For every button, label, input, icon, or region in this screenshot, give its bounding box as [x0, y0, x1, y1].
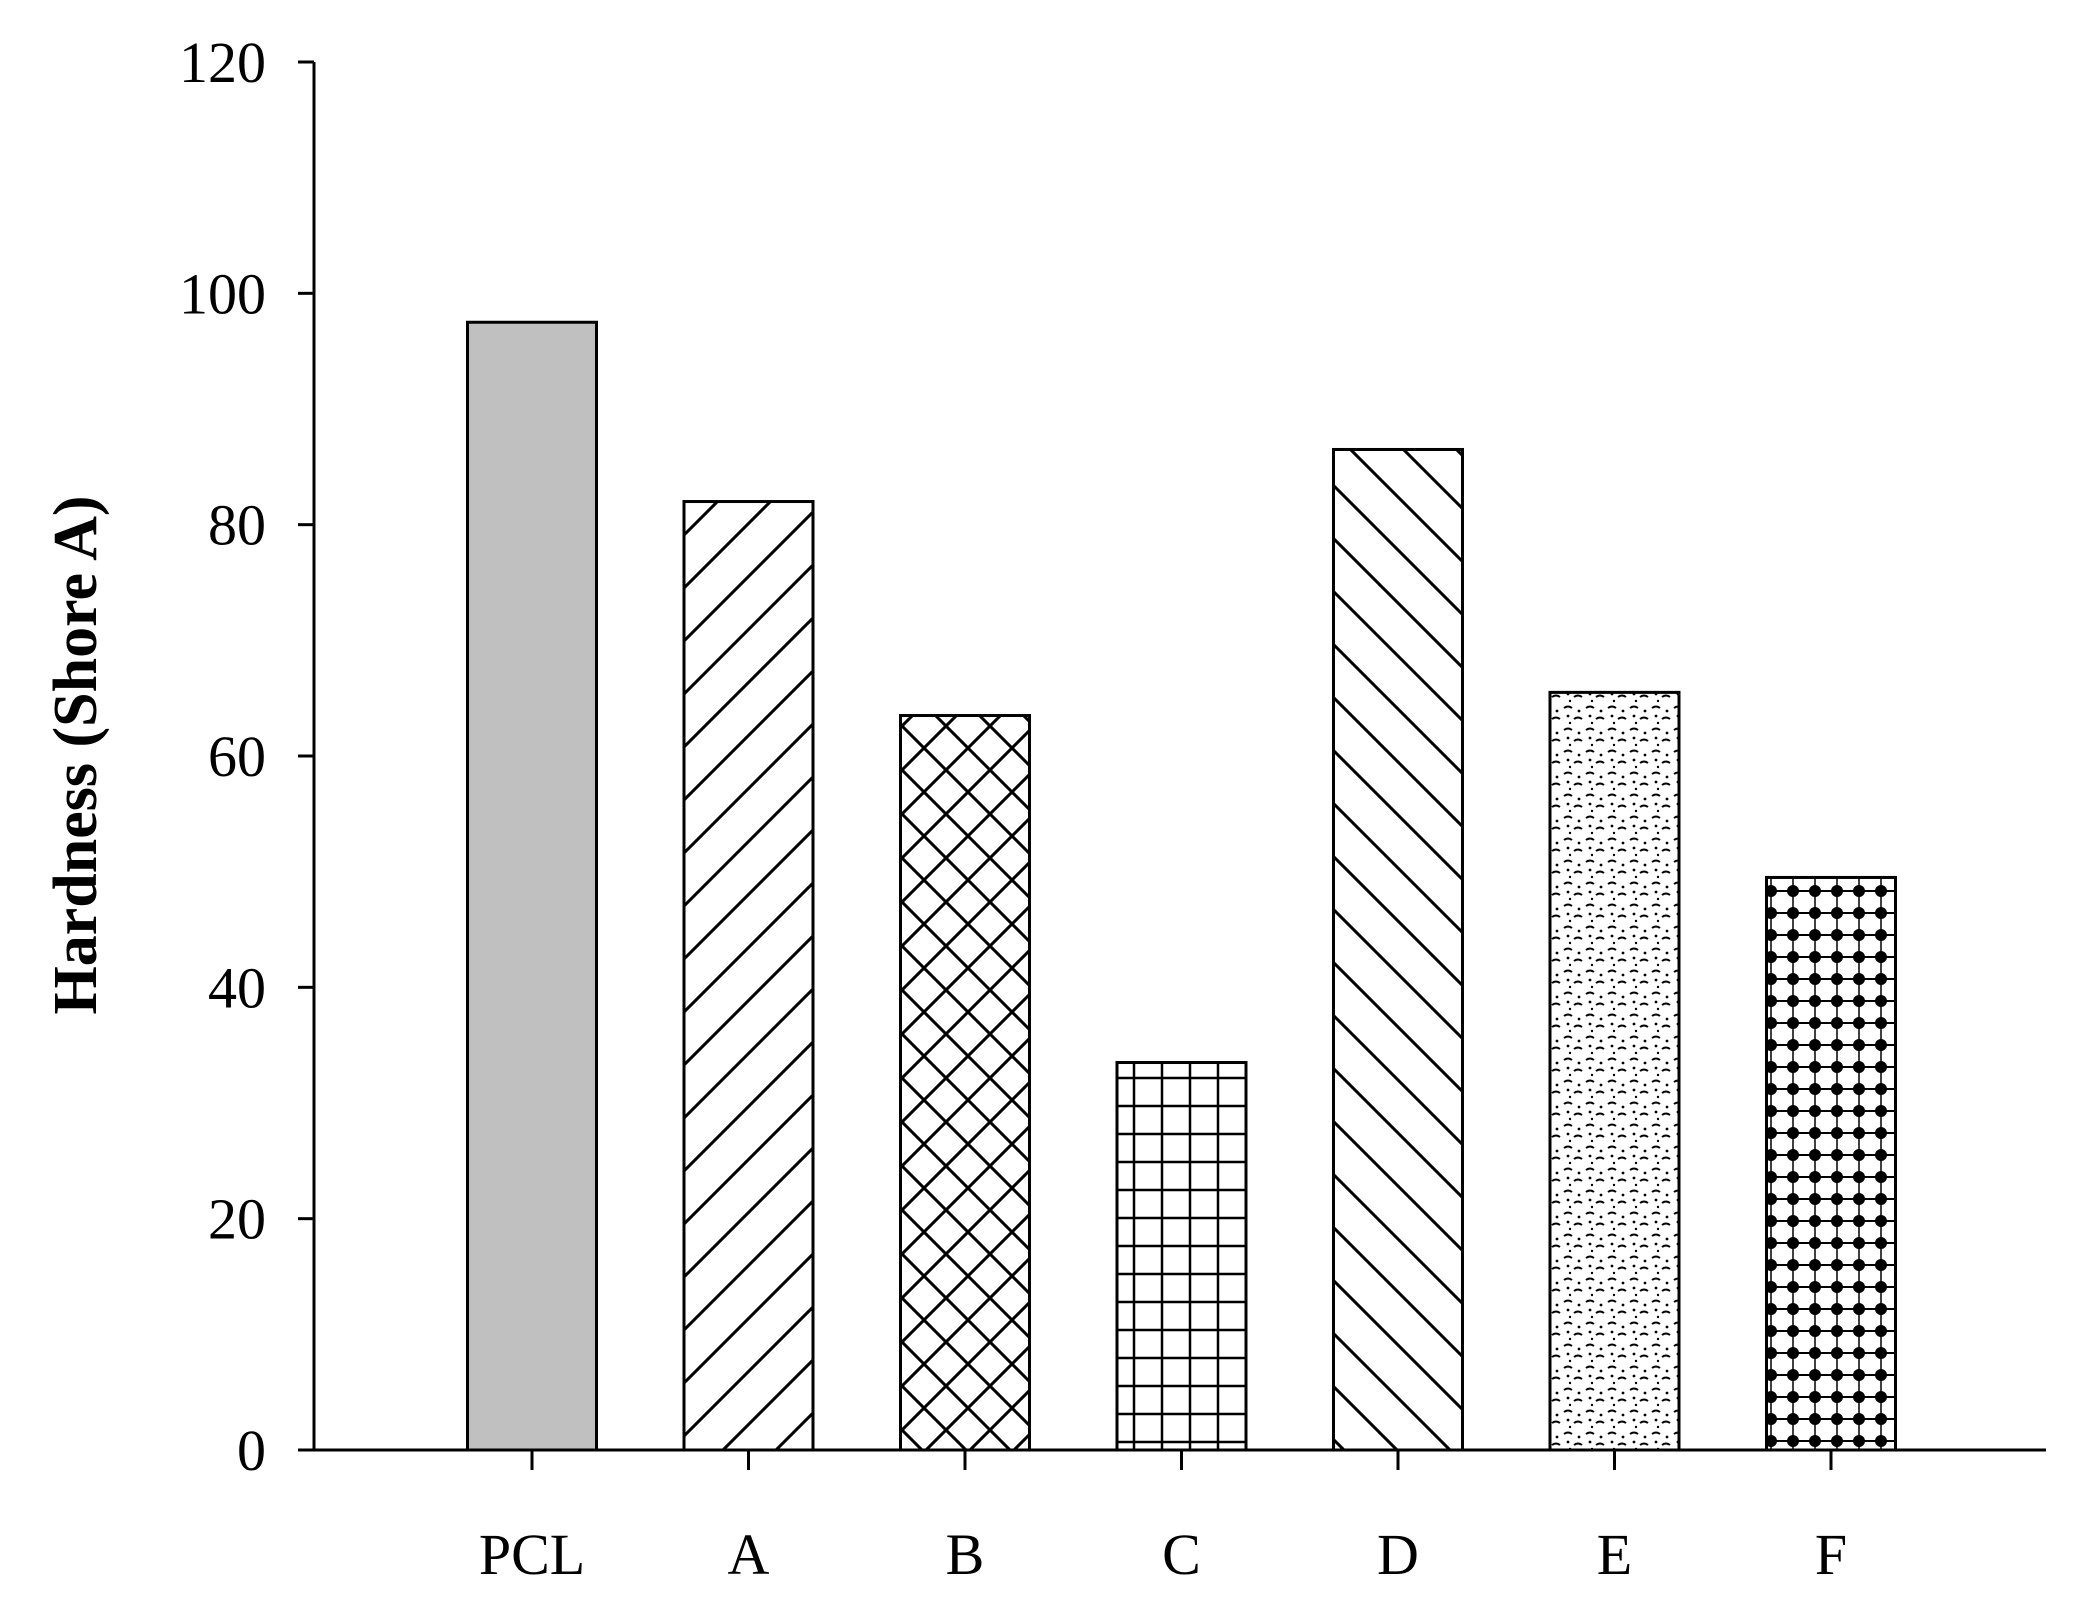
bar-d: [1332, 447, 1464, 1452]
x-tick-label: F: [1815, 1522, 1847, 1587]
y-tick-label: 80: [208, 493, 266, 558]
bar-e: [1548, 690, 1681, 1452]
bar-f: [1765, 875, 1897, 1452]
bar-c: [1115, 1061, 1248, 1452]
bar-pcl: [466, 320, 598, 1452]
bar-b: [899, 714, 1031, 1452]
y-tick-label: 60: [208, 724, 266, 789]
x-tick-label: A: [728, 1522, 770, 1587]
x-tick-label: D: [1377, 1522, 1419, 1587]
y-tick-label: 0: [237, 1418, 266, 1483]
y-tick-label: 40: [208, 955, 266, 1020]
y-tick-label: 20: [208, 1187, 266, 1252]
bar-a: [682, 500, 815, 1452]
x-tick-label: C: [1162, 1522, 1201, 1587]
x-tick-label: B: [946, 1522, 985, 1587]
x-tick-label: E: [1597, 1522, 1632, 1587]
y-tick-label: 120: [179, 30, 266, 95]
x-tick-label: PCL: [479, 1522, 585, 1587]
y-axis-title: Hardness (Shore A): [42, 495, 110, 1014]
y-tick-label: 100: [179, 261, 266, 326]
